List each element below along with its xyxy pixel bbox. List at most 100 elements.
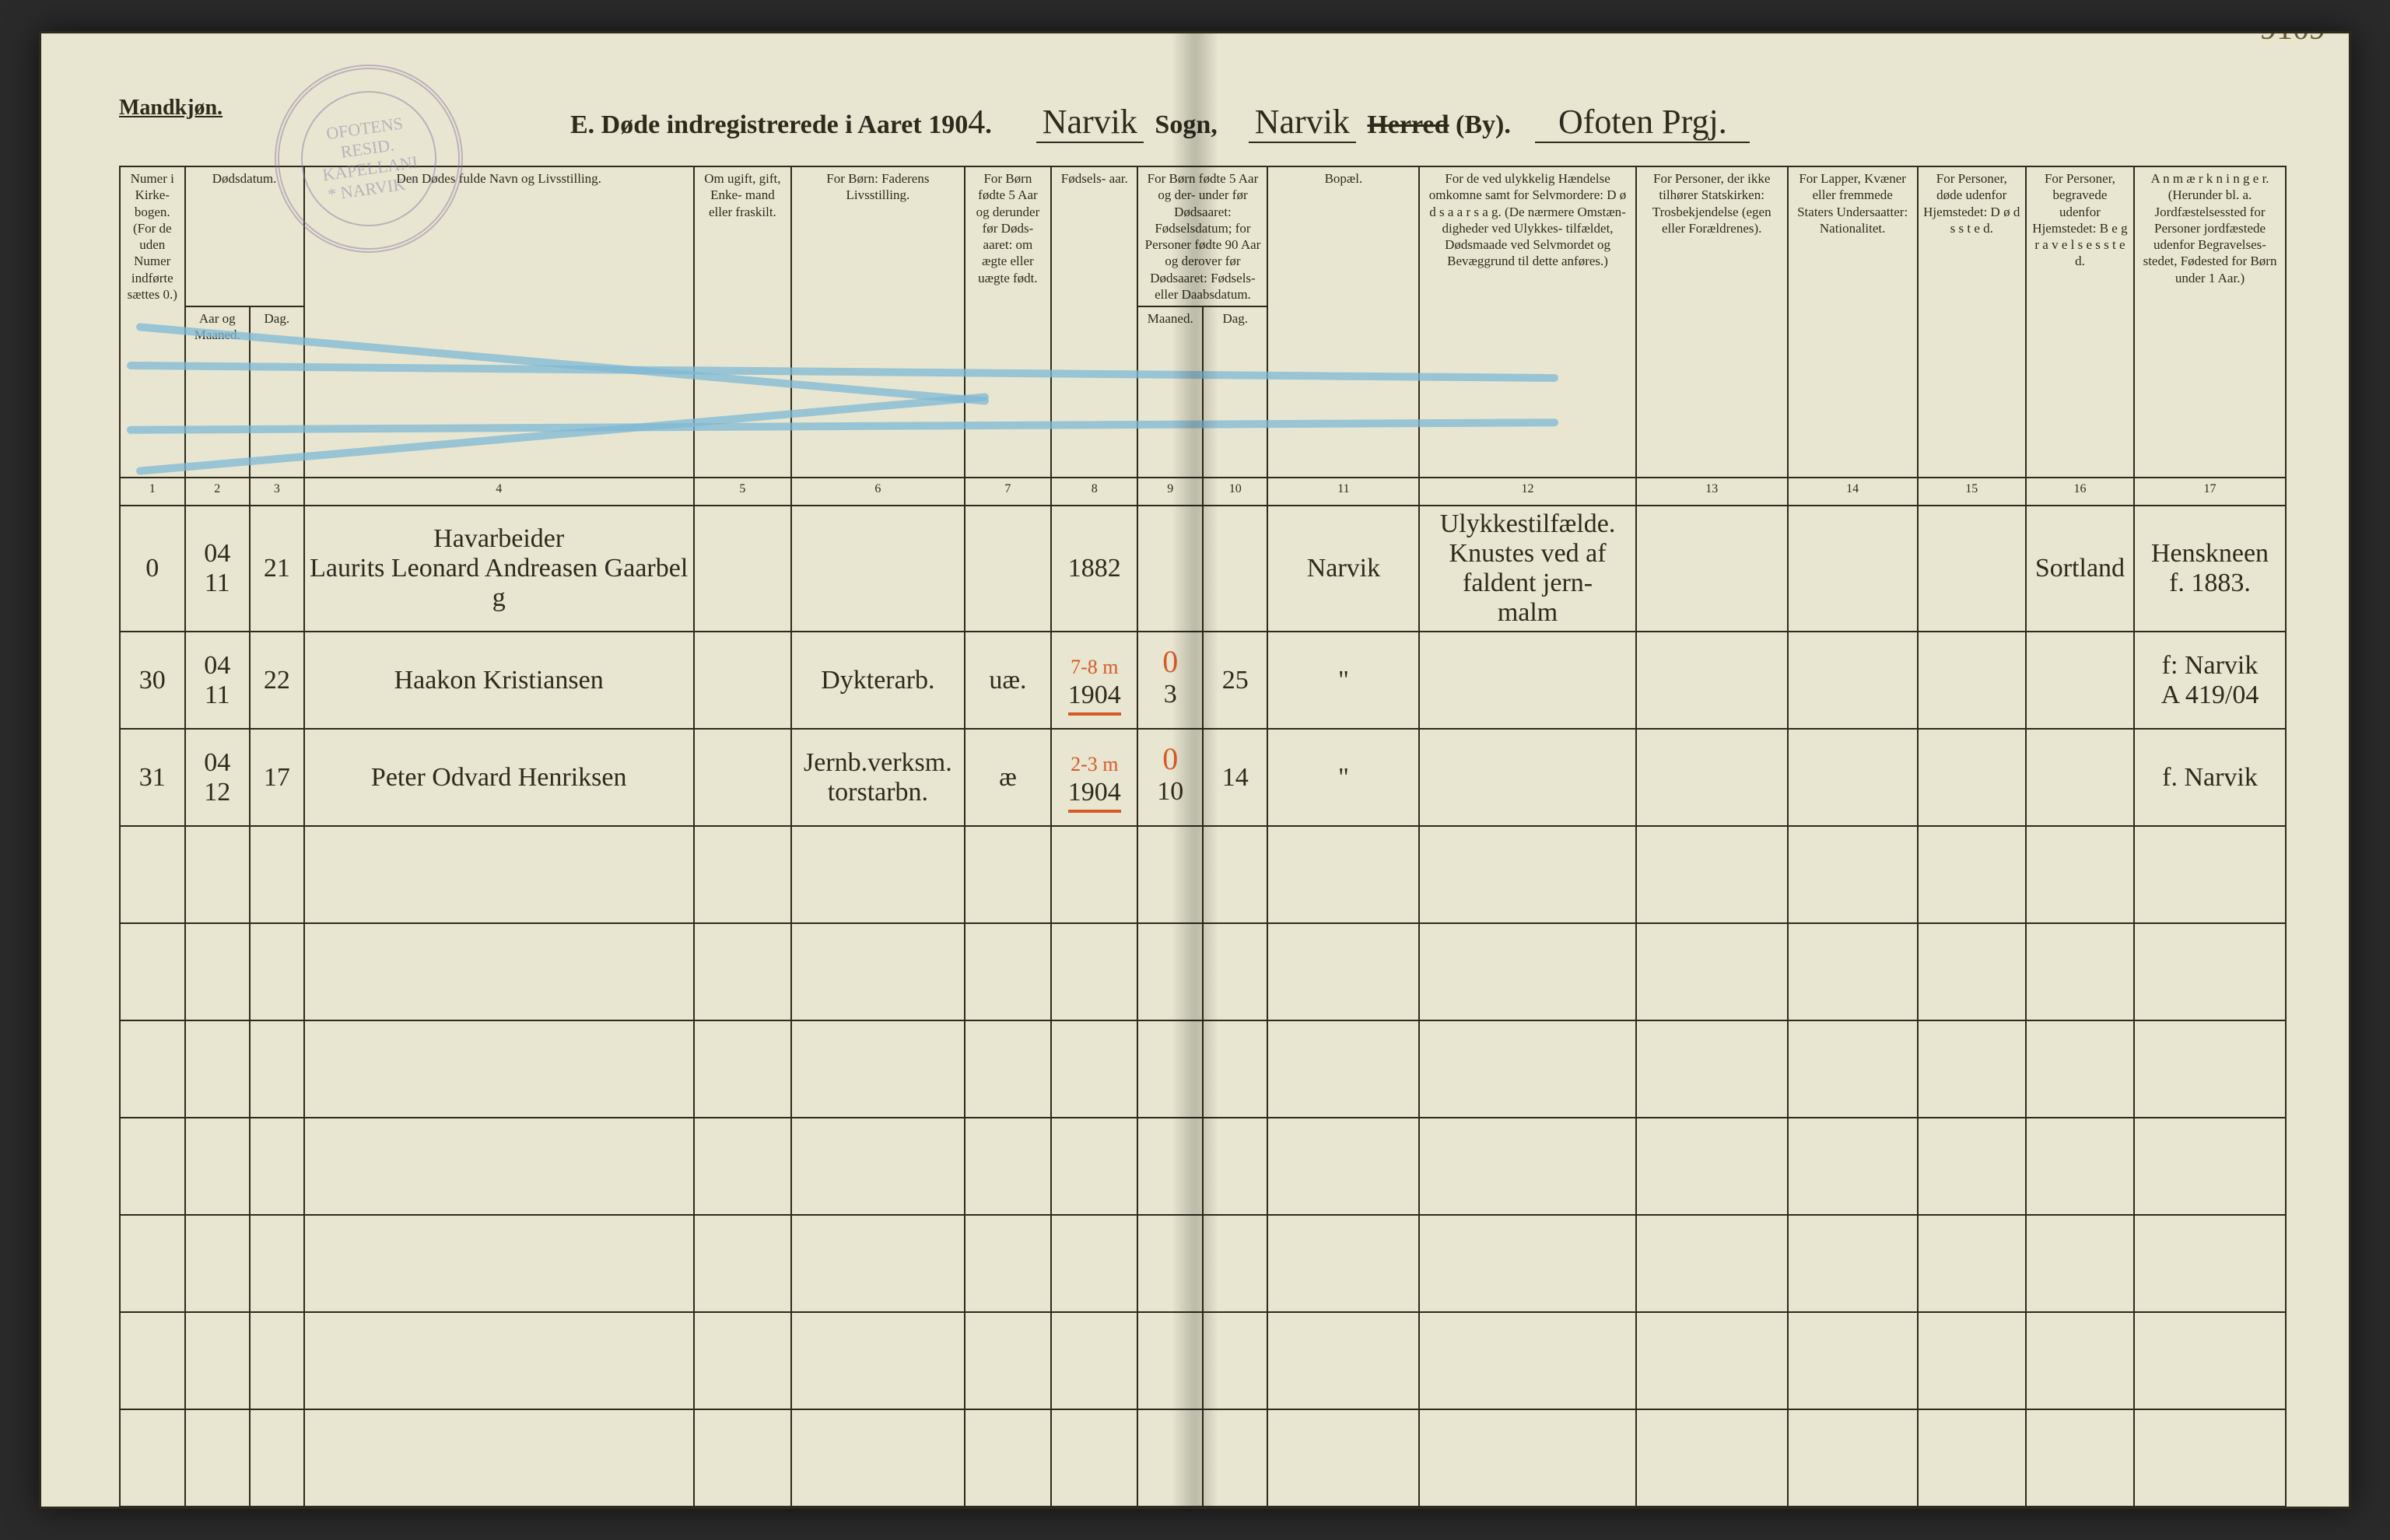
empty-cell bbox=[1137, 1118, 1203, 1215]
hdr-name: Den Dødes fulde Navn og Livsstilling. bbox=[304, 166, 694, 478]
fmnd-cell: 010 bbox=[1137, 729, 1203, 826]
hdr-aarsag: For de ved ulykkelig Hændelse omkomne sa… bbox=[1419, 166, 1635, 478]
empty-cell bbox=[694, 1215, 791, 1312]
empty-cell bbox=[965, 923, 1051, 1020]
col-number: 2 bbox=[185, 478, 251, 506]
empty-cell bbox=[2026, 1215, 2134, 1312]
empty-cell bbox=[2026, 1020, 2134, 1118]
empty-cell bbox=[1788, 1507, 1918, 1509]
hdr-ugift: Om ugift, gift, Enke- mand eller fraskil… bbox=[694, 166, 791, 478]
empty-cell bbox=[1203, 1118, 1268, 1215]
aar-mnd-cell: 0411 bbox=[185, 632, 251, 729]
empty-cell bbox=[1788, 1312, 1918, 1409]
hdr-dodssted: For Personer, døde udenfor Hjemstedet: D… bbox=[1918, 166, 2026, 478]
empty-cell bbox=[2026, 1409, 2134, 1507]
empty-cell bbox=[120, 923, 185, 1020]
empty-cell bbox=[185, 1507, 251, 1509]
col-number: 5 bbox=[694, 478, 791, 506]
empty-cell bbox=[2134, 1409, 2286, 1507]
table-row: 0041121HavarbeiderLaurits Leonard Andrea… bbox=[120, 506, 2286, 632]
empty-cell bbox=[1788, 923, 1918, 1020]
num-cell: 30 bbox=[120, 632, 185, 729]
empty-cell bbox=[791, 1409, 965, 1507]
table-row-empty bbox=[120, 1312, 2286, 1409]
herred-value: Narvik bbox=[1249, 102, 1356, 143]
bopael-cell: " bbox=[1267, 632, 1419, 729]
aarsag-cell bbox=[1419, 632, 1635, 729]
empty-cell bbox=[1918, 1020, 2026, 1118]
empty-cell bbox=[1267, 1507, 1419, 1509]
prgj-value: Ofoten Prgj. bbox=[1535, 102, 1750, 143]
empty-cell bbox=[1918, 826, 2026, 923]
handwritten-page-number: 9109 bbox=[2260, 31, 2325, 47]
empty-cell bbox=[250, 1409, 304, 1507]
empty-cell bbox=[304, 1020, 694, 1118]
name-cell: Haakon Kristiansen bbox=[304, 632, 694, 729]
col-number: 8 bbox=[1051, 478, 1137, 506]
empty-cell bbox=[250, 1312, 304, 1409]
empty-cell bbox=[2134, 1312, 2286, 1409]
hdr-tros: For Personer, der ikke tilhører Statskir… bbox=[1636, 166, 1788, 478]
empty-cell bbox=[1137, 1312, 1203, 1409]
hdr-fader: For Børn: Faderens Livsstilling. bbox=[791, 166, 965, 478]
empty-cell bbox=[1636, 826, 1788, 923]
ugift-cell bbox=[694, 632, 791, 729]
empty-cell bbox=[250, 1507, 304, 1509]
anm-cell: f. Narvik bbox=[2134, 729, 2286, 826]
fader-cell: Jernb.verksm.torstarbn. bbox=[791, 729, 965, 826]
aarsag-cell: Ulykkestilfælde.Knustes ved af faldent j… bbox=[1419, 506, 1635, 632]
empty-cell bbox=[1203, 1020, 1268, 1118]
empty-cell bbox=[1137, 1507, 1203, 1509]
hdr-fdag: Dag. bbox=[1203, 306, 1268, 478]
empty-cell bbox=[694, 923, 791, 1020]
empty-cell bbox=[1788, 1020, 1918, 1118]
hdr-bopael: Bopæl. bbox=[1267, 166, 1419, 478]
empty-cell bbox=[694, 1409, 791, 1507]
ledger-paper: 9109 Mandkjøn. OFOTENS RESID. KAPELLANI … bbox=[39, 31, 2351, 1509]
empty-cell bbox=[965, 1312, 1051, 1409]
herred-label: Herred bbox=[1367, 110, 1449, 139]
table-row-empty bbox=[120, 1507, 2286, 1509]
empty-cell bbox=[1203, 1215, 1268, 1312]
col-number: 3 bbox=[250, 478, 304, 506]
table-row-empty bbox=[120, 826, 2286, 923]
tros-cell bbox=[1636, 729, 1788, 826]
empty-cell bbox=[1267, 826, 1419, 923]
register-table: Numer i Kirke- bogen. (For de uden Numer… bbox=[119, 166, 2287, 1509]
hdr-num: Numer i Kirke- bogen. (For de uden Numer… bbox=[120, 166, 185, 478]
anm-cell: Henskneenf. 1883. bbox=[2134, 506, 2286, 632]
empty-cell bbox=[1051, 1118, 1137, 1215]
empty-cell bbox=[120, 1118, 185, 1215]
col-number: 17 bbox=[2134, 478, 2286, 506]
hdr-ekte: For Børn fødte 5 Aar og derunder før Død… bbox=[965, 166, 1051, 478]
empty-cell bbox=[1419, 923, 1635, 1020]
empty-cell bbox=[1137, 923, 1203, 1020]
empty-cell bbox=[791, 1312, 965, 1409]
dag-cell: 22 bbox=[250, 632, 304, 729]
empty-cell bbox=[1267, 1215, 1419, 1312]
empty-cell bbox=[1051, 826, 1137, 923]
fmnd-cell bbox=[1137, 506, 1203, 632]
empty-cell bbox=[185, 1312, 251, 1409]
empty-cell bbox=[304, 1409, 694, 1507]
empty-cell bbox=[1137, 826, 1203, 923]
empty-cell bbox=[120, 1215, 185, 1312]
empty-cell bbox=[1918, 1507, 2026, 1509]
title-year: 4 bbox=[968, 103, 985, 141]
col-number: 12 bbox=[1419, 478, 1635, 506]
dag-cell: 17 bbox=[250, 729, 304, 826]
table-row-empty bbox=[120, 923, 2286, 1020]
empty-cell bbox=[2134, 1020, 2286, 1118]
empty-cell bbox=[1203, 826, 1268, 923]
ugift-cell bbox=[694, 729, 791, 826]
name-cell: Peter Odvard Henriksen bbox=[304, 729, 694, 826]
col-number: 4 bbox=[304, 478, 694, 506]
nat-cell bbox=[1788, 632, 1918, 729]
empty-cell bbox=[791, 923, 965, 1020]
empty-cell bbox=[1051, 1507, 1137, 1509]
empty-cell bbox=[1051, 1409, 1137, 1507]
empty-cell bbox=[1267, 923, 1419, 1020]
aar-mnd-cell: 0411 bbox=[185, 506, 251, 632]
empty-cell bbox=[965, 826, 1051, 923]
empty-cell bbox=[2026, 1118, 2134, 1215]
